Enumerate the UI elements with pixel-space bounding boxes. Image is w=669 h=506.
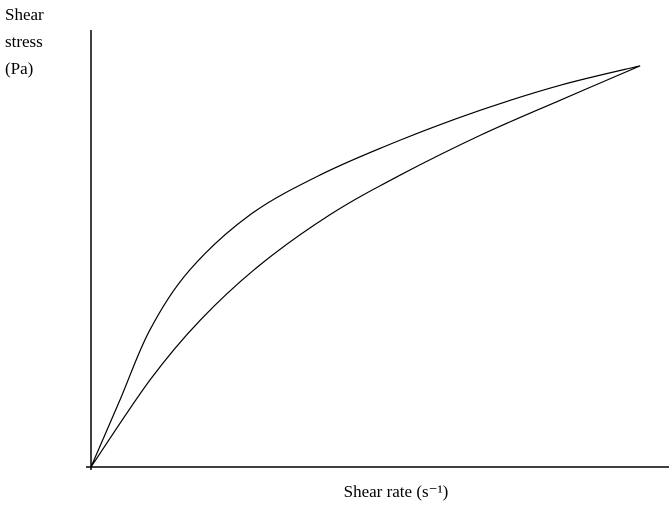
- curve: [90, 65, 641, 468]
- x-axis-label: Shear rate (s⁻¹): [344, 482, 449, 501]
- y-axis-label: (Pa): [5, 59, 33, 78]
- curve: [90, 65, 641, 468]
- y-axis-label: stress: [5, 32, 43, 51]
- y-axis-label: Shear: [5, 5, 44, 24]
